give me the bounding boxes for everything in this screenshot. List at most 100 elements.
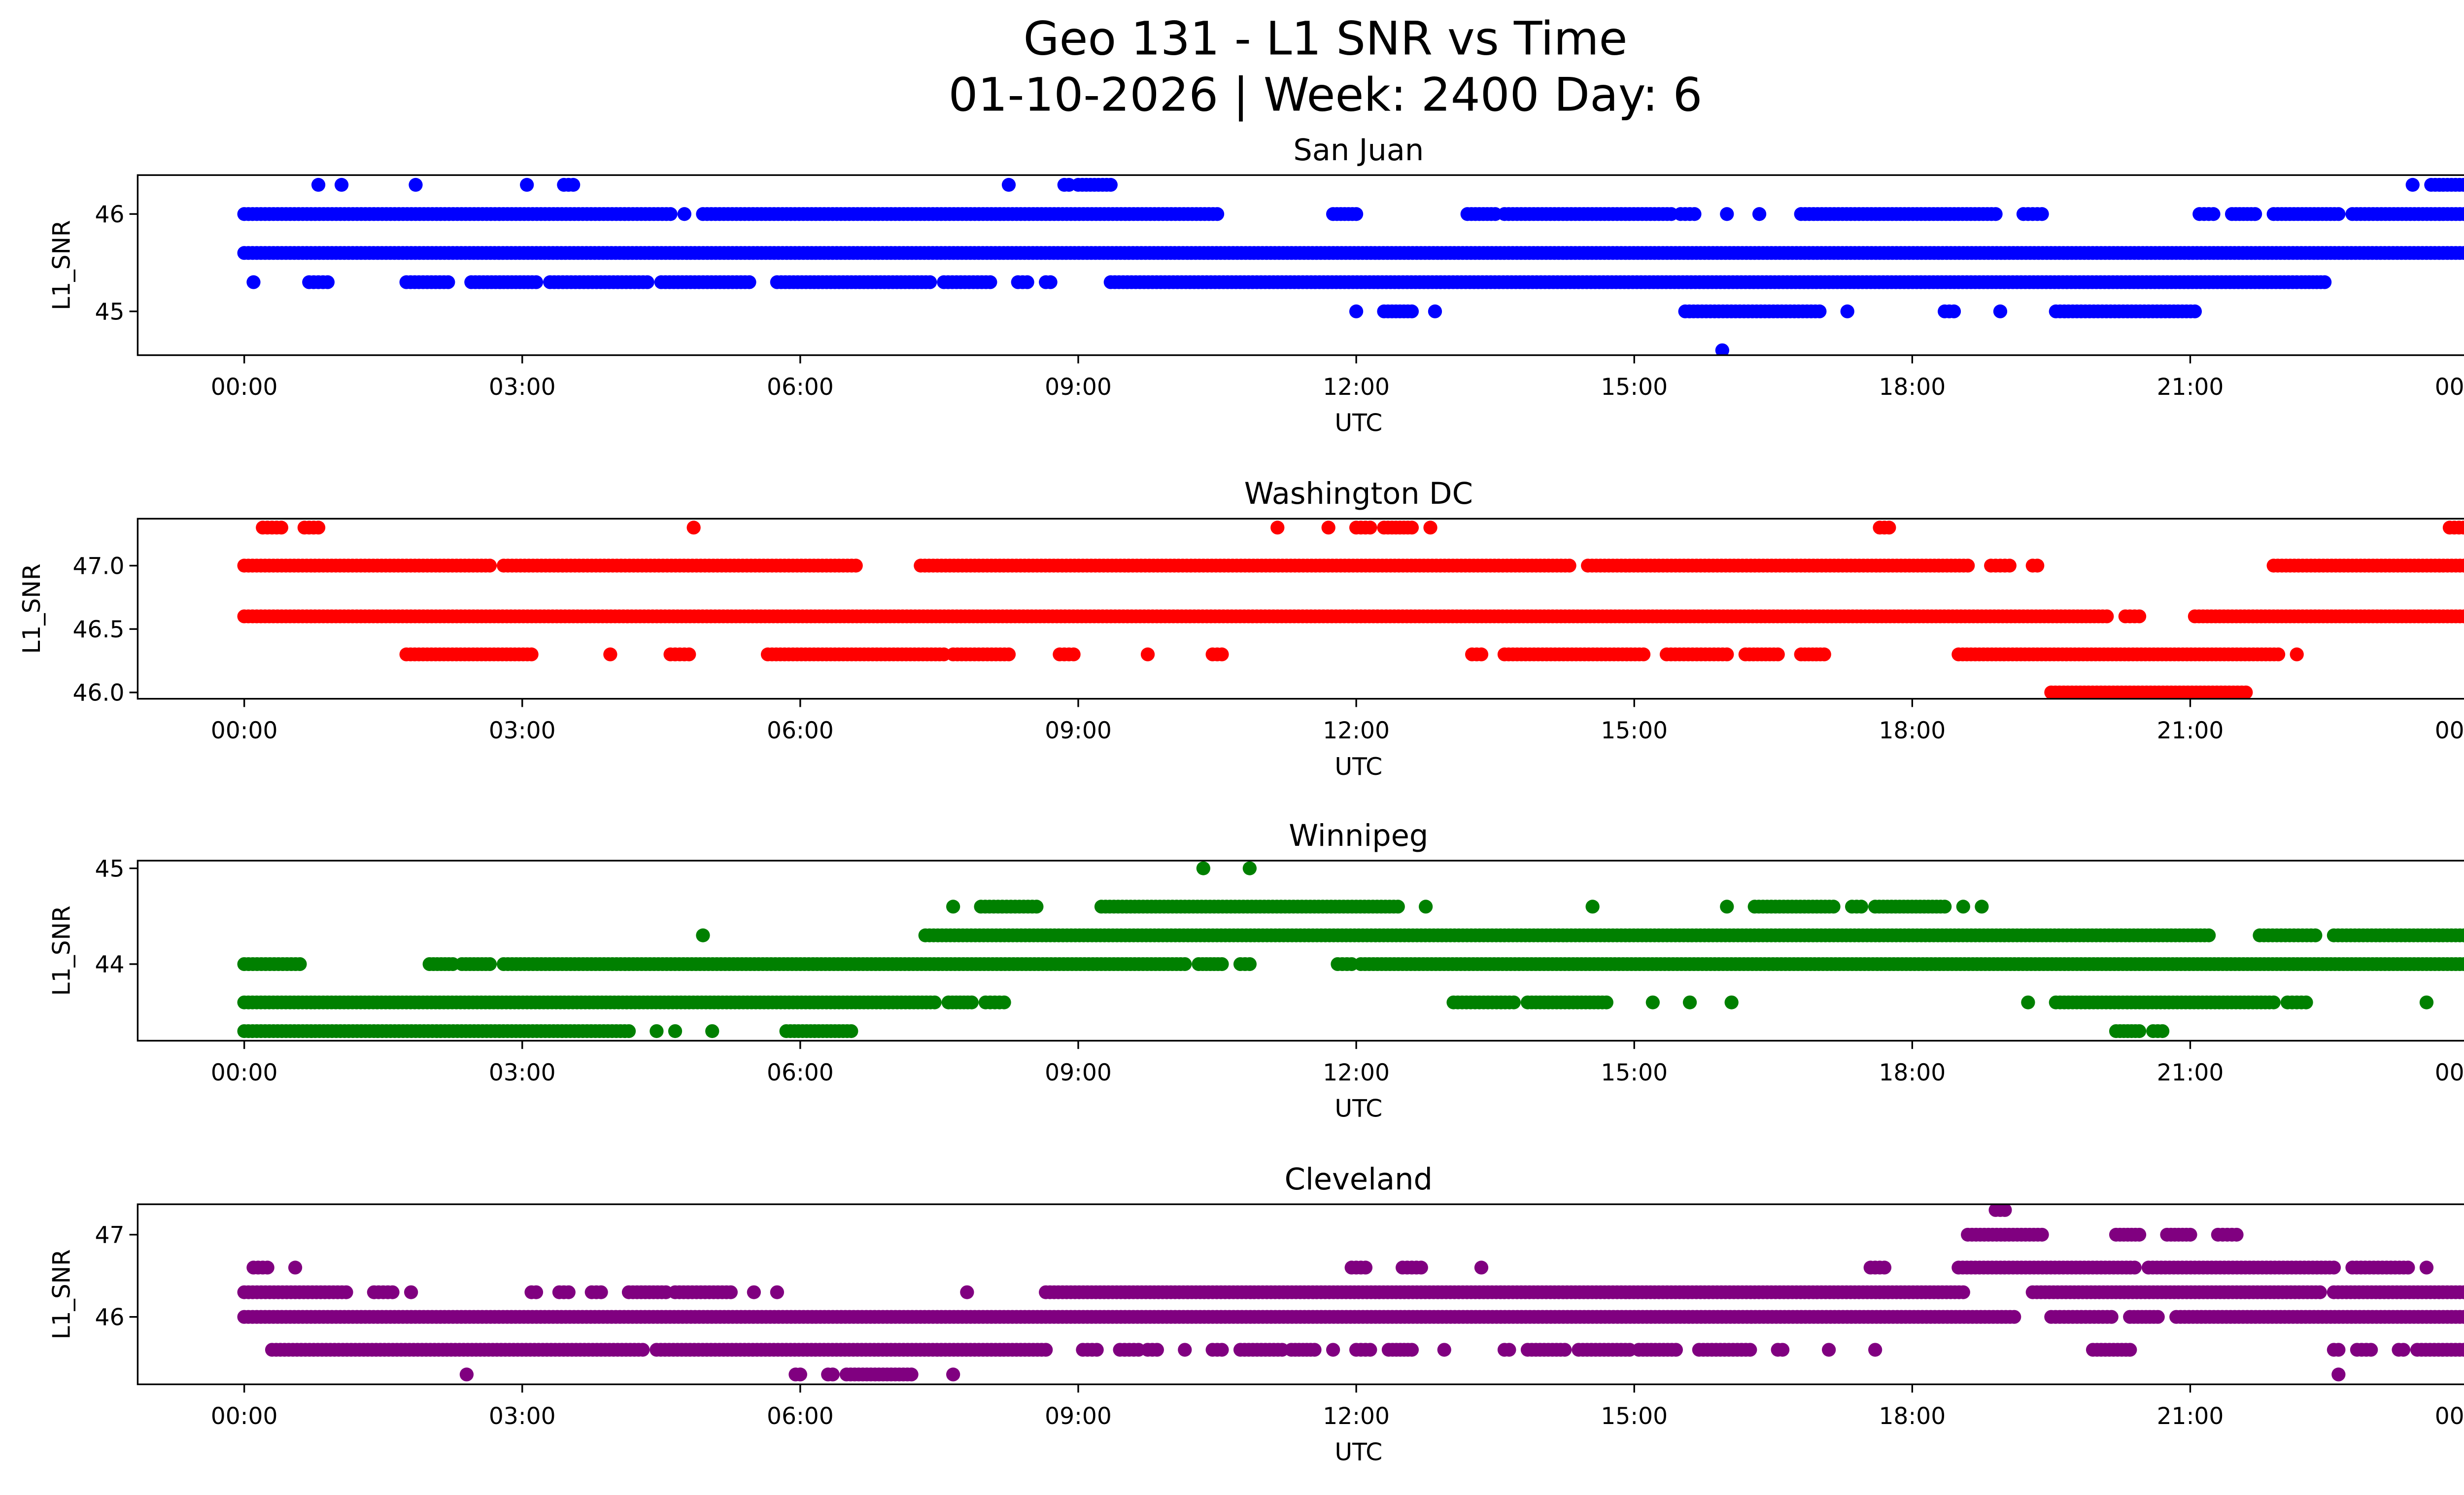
data-point [2327,1260,2341,1275]
x-tick-label: 00:00 [2435,1059,2464,1086]
x-tick-label: 15:00 [1601,374,1668,401]
data-point [1001,647,1016,661]
data-point [742,275,756,289]
x-tick-label: 06:00 [767,717,834,744]
x-tick-label: 18:00 [1879,374,1946,401]
y-tick-label: 44 [95,951,124,978]
x-tick-label: 06:00 [767,374,834,401]
data-point [1840,304,1854,318]
data-point [2155,1024,2170,1039]
x-tick-label: 15:00 [1601,717,1668,744]
x-tick-label: 00:00 [211,1059,278,1086]
data-point [849,558,863,573]
data-point [2299,995,2313,1009]
data-point [1687,207,1702,221]
x-tick-label: 21:00 [2157,374,2224,401]
data-point [1636,647,1651,661]
data-point [1020,275,1034,289]
data-point [1724,995,1739,1009]
data-point [1103,177,1118,192]
data-point [1043,275,1058,289]
data-point [1826,900,1841,914]
data-point [682,647,696,661]
data-point [246,275,261,289]
data-point [1988,207,2003,221]
x-tick-label: 09:00 [1045,1059,1112,1086]
data-point [1506,995,1521,1009]
x-axis-label: UTC [1335,753,1382,781]
data-point [1720,207,1734,221]
data-point [2100,609,2114,624]
data-point [844,1024,858,1039]
x-tick-label: 03:00 [489,717,556,744]
data-point [2206,207,2221,221]
data-point [1474,1260,1489,1275]
data-point [1715,343,1729,355]
x-tick-label: 09:00 [1045,374,1112,401]
data-point [686,521,701,535]
x-tick-label: 09:00 [1045,717,1112,744]
y-axis-label: L1_SNR [48,220,75,310]
data-point [1645,995,1660,1009]
data-point [441,275,455,289]
data-point [723,1285,738,1299]
data-point [2248,207,2262,221]
data-points [237,177,2464,355]
data-point [2461,247,2464,259]
data-point [311,177,326,192]
data-point [2132,1024,2147,1039]
axes-frame [137,860,2464,1042]
data-point [1938,900,1952,914]
data-point [293,957,307,972]
y-tick-label: 46 [95,201,124,228]
data-point [1363,521,1377,535]
data-point [1242,861,1257,875]
x-tick-label: 21:00 [2157,1059,2224,1086]
data-point [1682,995,1697,1009]
data-point [1428,304,1442,318]
data-point [1404,304,1419,318]
data-point [1270,521,1285,535]
data-point [663,207,678,221]
data-point [1215,957,1229,972]
data-point [1178,957,1192,972]
data-point [2035,207,2049,221]
subplot-title: San Juan [1293,133,1424,168]
data-point [1029,900,1044,914]
data-point [2461,522,2464,533]
data-point [1404,521,1419,535]
data-point [2461,560,2464,571]
y-tick-label: 45 [95,299,124,326]
data-point [2290,647,2304,661]
data-point [311,521,326,535]
data-point [1349,304,1364,318]
axes-frame [137,518,2464,700]
data-point [482,558,497,573]
x-tick-label: 21:00 [2157,717,2224,744]
data-point [2308,928,2323,942]
data-point [2271,647,2286,661]
data-point [1877,1260,1892,1275]
data-point [2318,275,2332,289]
data-point [1242,957,1257,972]
data-point [705,1024,719,1039]
data-point [2229,1227,2244,1242]
x-tick-label: 03:00 [489,1059,556,1086]
data-point [2461,1286,2464,1298]
data-point [520,177,534,192]
data-point [1998,1204,2012,1217]
data-point [747,1285,761,1299]
data-point [385,1285,400,1299]
data-point [288,1260,303,1275]
data-point [1196,861,1210,875]
data-point [2457,177,2464,192]
data-point [2461,209,2464,220]
data-point [923,275,937,289]
data-point [274,521,288,535]
data-point [1720,900,1734,914]
data-point [1599,995,1613,1009]
